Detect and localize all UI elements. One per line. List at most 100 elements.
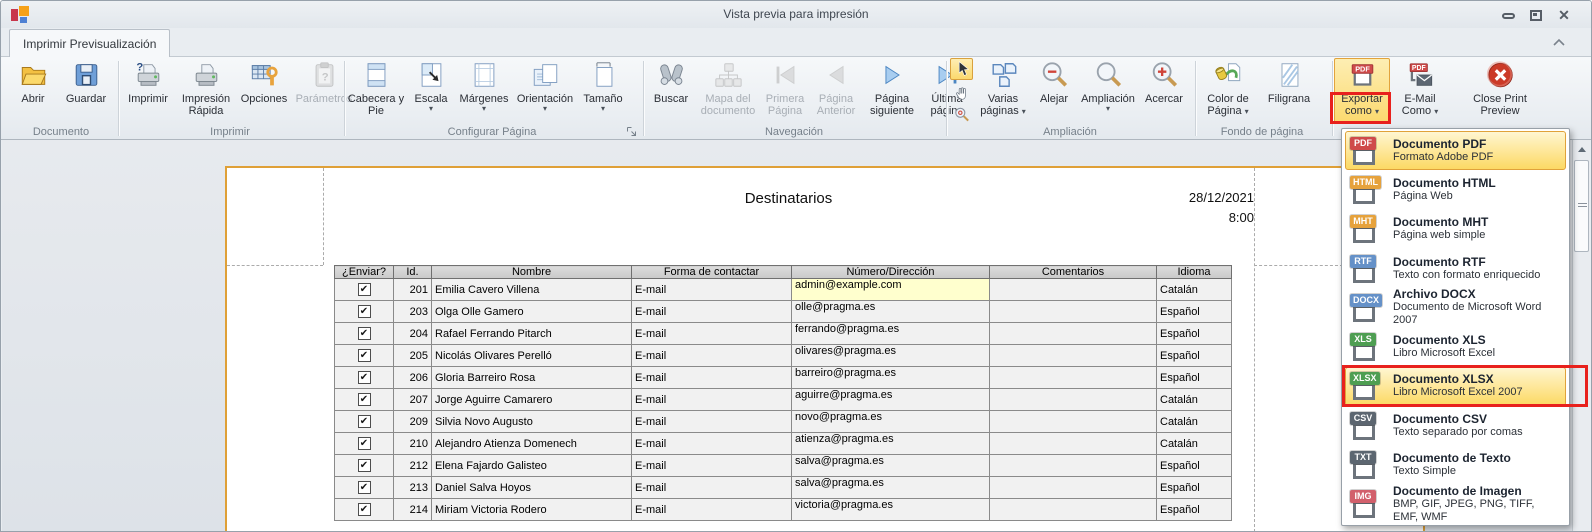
save-floppy-icon bbox=[75, 64, 97, 86]
menu-item-documento-de-imagen[interactable]: IMG Documento de Imagen BMP, GIF, JPEG, P… bbox=[1345, 484, 1566, 524]
dropdown-arrow-icon: ▾ bbox=[600, 104, 605, 113]
ribbon-group-configurar-pagina: Cabecera y Pie Escala ▾ Márgenes ▾ Orien… bbox=[344, 57, 644, 139]
document-map-icon bbox=[714, 63, 742, 87]
opciones-button[interactable]: Opciones bbox=[237, 58, 291, 124]
table-row: ✔ 204 Rafael Ferrando Pitarch E-mail fer… bbox=[334, 322, 1232, 345]
xlsx-file-icon: XLSX bbox=[1350, 371, 1386, 401]
scrollbar-thumb[interactable] bbox=[1574, 160, 1589, 252]
menu-item-archivo-docx[interactable]: DOCX Archivo DOCX Documento de Microsoft … bbox=[1345, 288, 1566, 327]
primera-pagina-button[interactable]: Primera Página bbox=[761, 58, 809, 124]
hand-tool-button[interactable] bbox=[950, 81, 973, 103]
menu-item-documento-xlsx[interactable]: XLSX Documento XLSX Libro Microsoft Excel… bbox=[1345, 366, 1566, 407]
email-como-button[interactable]: PDF E-Mail Como ▾ bbox=[1392, 58, 1448, 124]
mapa-del-documento-button[interactable]: Mapa del documento bbox=[697, 58, 759, 124]
group-caption: Navegación bbox=[764, 126, 824, 138]
export-menu: PDF Documento PDF Formato Adobe PDF HTML … bbox=[1341, 128, 1570, 526]
table-row: ✔ 203 Olga Olle Gamero E-mail olle@pragm… bbox=[334, 300, 1232, 323]
color-de-pagina-button[interactable]: Color de Página ▾ bbox=[1197, 58, 1259, 124]
parametros-button[interactable]: ? Parámetros bbox=[293, 58, 355, 124]
checkbox-checked-icon: ✔ bbox=[357, 503, 371, 516]
parameters-clipboard-icon: ? bbox=[315, 62, 333, 87]
scrollbar-up-arrow[interactable] bbox=[1574, 142, 1589, 157]
ribbon-group-exportar: PDF Exportar como ▾ PDF E-Mail Como ▾ bbox=[1332, 57, 1450, 139]
table-row: ✔ 206 Gloria Barreiro Rosa E-mail barrei… bbox=[334, 366, 1232, 389]
column-header: Idioma bbox=[1156, 265, 1232, 279]
checkbox-checked-icon: ✔ bbox=[357, 459, 371, 472]
imprimir-button[interactable]: ? Imprimir bbox=[128, 61, 168, 105]
svg-text:?: ? bbox=[321, 72, 328, 84]
group-caption: Ampliación bbox=[1043, 126, 1097, 138]
menu-item-documento-html[interactable]: HTML Documento HTML Página Web bbox=[1345, 170, 1566, 209]
options-table-wrench-icon bbox=[251, 65, 278, 86]
menu-item-documento-csv[interactable]: CSV Documento CSV Texto separado por coma… bbox=[1345, 406, 1566, 445]
orientation-icon bbox=[533, 64, 557, 86]
dialog-launcher-icon[interactable] bbox=[625, 125, 638, 138]
tamano-button[interactable]: Tamaño ▾ bbox=[578, 58, 628, 124]
hand-pan-icon bbox=[955, 87, 966, 100]
multiple-pages-icon bbox=[991, 63, 1016, 87]
pdf-file-icon: PDF bbox=[1350, 136, 1386, 166]
column-header: Comentarios bbox=[989, 265, 1157, 279]
pointer-tool-button[interactable] bbox=[950, 58, 973, 80]
dropdown-arrow-icon: ▾ bbox=[1374, 107, 1379, 116]
buscar-button[interactable]: Buscar bbox=[647, 58, 695, 124]
margenes-button[interactable]: Márgenes ▾ bbox=[456, 58, 512, 124]
dropdown-arrow-icon: ▾ bbox=[1105, 104, 1110, 113]
guardar-button[interactable]: Guardar bbox=[59, 58, 113, 124]
report-datetime: 28/12/2021 8:00 bbox=[1054, 188, 1254, 228]
collapse-ribbon-icon[interactable] bbox=[1549, 34, 1569, 50]
margin-guide bbox=[227, 265, 323, 266]
restore-button[interactable] bbox=[1525, 8, 1547, 23]
mht-file-icon: MHT bbox=[1350, 214, 1386, 244]
menu-item-documento-mht[interactable]: MHT Documento MHT Página web simple bbox=[1345, 210, 1566, 249]
table-row: ✔ 209 Silvia Novo Augusto E-mail novo@pr… bbox=[334, 410, 1232, 433]
ribbon-group-fondo-de-pagina: Color de Página ▾ Filigrana Fondo de pág… bbox=[1195, 57, 1333, 139]
dropdown-arrow-icon: ▾ bbox=[428, 104, 433, 113]
close-button[interactable]: ✕ bbox=[1558, 7, 1570, 23]
zoom-window-tool-button[interactable] bbox=[950, 104, 973, 126]
page-color-bucket-icon bbox=[1214, 63, 1240, 82]
tab-imprimir-previsualizacion[interactable]: Imprimir Previsualización bbox=[9, 29, 171, 57]
document-page: Destinatarios 28/12/2021 8:00 ¿Enviar? I… bbox=[225, 166, 1425, 531]
report-time: 8:00 bbox=[1228, 210, 1254, 225]
ribbon-group-ampliacion: Varias páginas ▾ Alejar Ampliación ▾ Ace… bbox=[948, 57, 1196, 139]
close-print-preview-button[interactable]: Close Print Preview bbox=[1455, 58, 1545, 124]
ribbon-group-navegacion: Buscar Mapa del documento Primera Página… bbox=[645, 57, 964, 139]
exportar-como-button[interactable]: PDF Exportar como ▾ bbox=[1334, 58, 1390, 124]
menu-item-documento-pdf[interactable]: PDF Documento PDF Formato Adobe PDF bbox=[1345, 131, 1566, 171]
filigrana-button[interactable]: Filigrana bbox=[1261, 58, 1317, 124]
column-header: ¿Enviar? bbox=[334, 265, 394, 279]
pagina-anterior-button[interactable]: Página Anterior bbox=[811, 58, 861, 124]
pagina-siguiente-button[interactable]: Página siguiente bbox=[863, 58, 921, 124]
ribbon-group-close: Close Print Preview bbox=[1453, 57, 1559, 139]
preview-scrollbar[interactable] bbox=[1572, 140, 1590, 531]
alejar-button[interactable]: Alejar bbox=[1032, 58, 1076, 124]
abrir-button[interactable]: Abrir bbox=[9, 58, 57, 124]
impresion-rapida-button[interactable]: Impresión Rápida bbox=[177, 58, 235, 124]
margin-guide bbox=[323, 168, 324, 265]
table-row: ✔ 201 Emilia Cavero Villena E-mail admin… bbox=[334, 278, 1232, 301]
group-caption: Fondo de página bbox=[1220, 126, 1304, 138]
menu-item-documento-rtf[interactable]: RTF Documento RTF Texto con formato enriq… bbox=[1345, 249, 1566, 288]
ampliacion-button[interactable]: Ampliación ▾ bbox=[1078, 58, 1138, 124]
title-bar: Vista previa para impresión ✕ bbox=[1, 1, 1591, 28]
menu-item-documento-xls[interactable]: XLS Documento XLS Libro Microsoft Excel bbox=[1345, 327, 1566, 366]
tab-label: Imprimir Previsualización bbox=[23, 36, 157, 51]
acercar-button[interactable]: Acercar bbox=[1140, 58, 1188, 124]
cabecera-y-pie-button[interactable]: Cabecera y Pie bbox=[346, 58, 406, 124]
html-file-icon: HTML bbox=[1350, 175, 1386, 205]
quick-print-icon bbox=[195, 64, 217, 86]
table-row: ✔ 212 Elena Fajardo Galisteo E-mail salv… bbox=[334, 454, 1232, 477]
zoom-in-icon bbox=[1152, 62, 1177, 87]
orientacion-button[interactable]: Orientación ▾ bbox=[514, 58, 576, 124]
menu-item-documento-de-texto[interactable]: TXT Documento de Texto Texto Simple bbox=[1345, 445, 1566, 484]
escala-button[interactable]: Escala ▾ bbox=[408, 58, 454, 124]
column-header: Id. bbox=[393, 265, 432, 279]
varias-paginas-button[interactable]: Varias páginas ▾ bbox=[976, 58, 1030, 124]
column-header: Número/Dirección bbox=[791, 265, 990, 279]
preview-surface: Destinatarios 28/12/2021 8:00 ¿Enviar? I… bbox=[2, 140, 1590, 531]
ribbon: Abrir Guardar Documento ? Imprimir Impre… bbox=[1, 56, 1591, 140]
zoom-window-icon bbox=[954, 107, 969, 122]
minimize-button[interactable] bbox=[1497, 8, 1519, 23]
checkbox-checked-icon: ✔ bbox=[357, 393, 371, 406]
